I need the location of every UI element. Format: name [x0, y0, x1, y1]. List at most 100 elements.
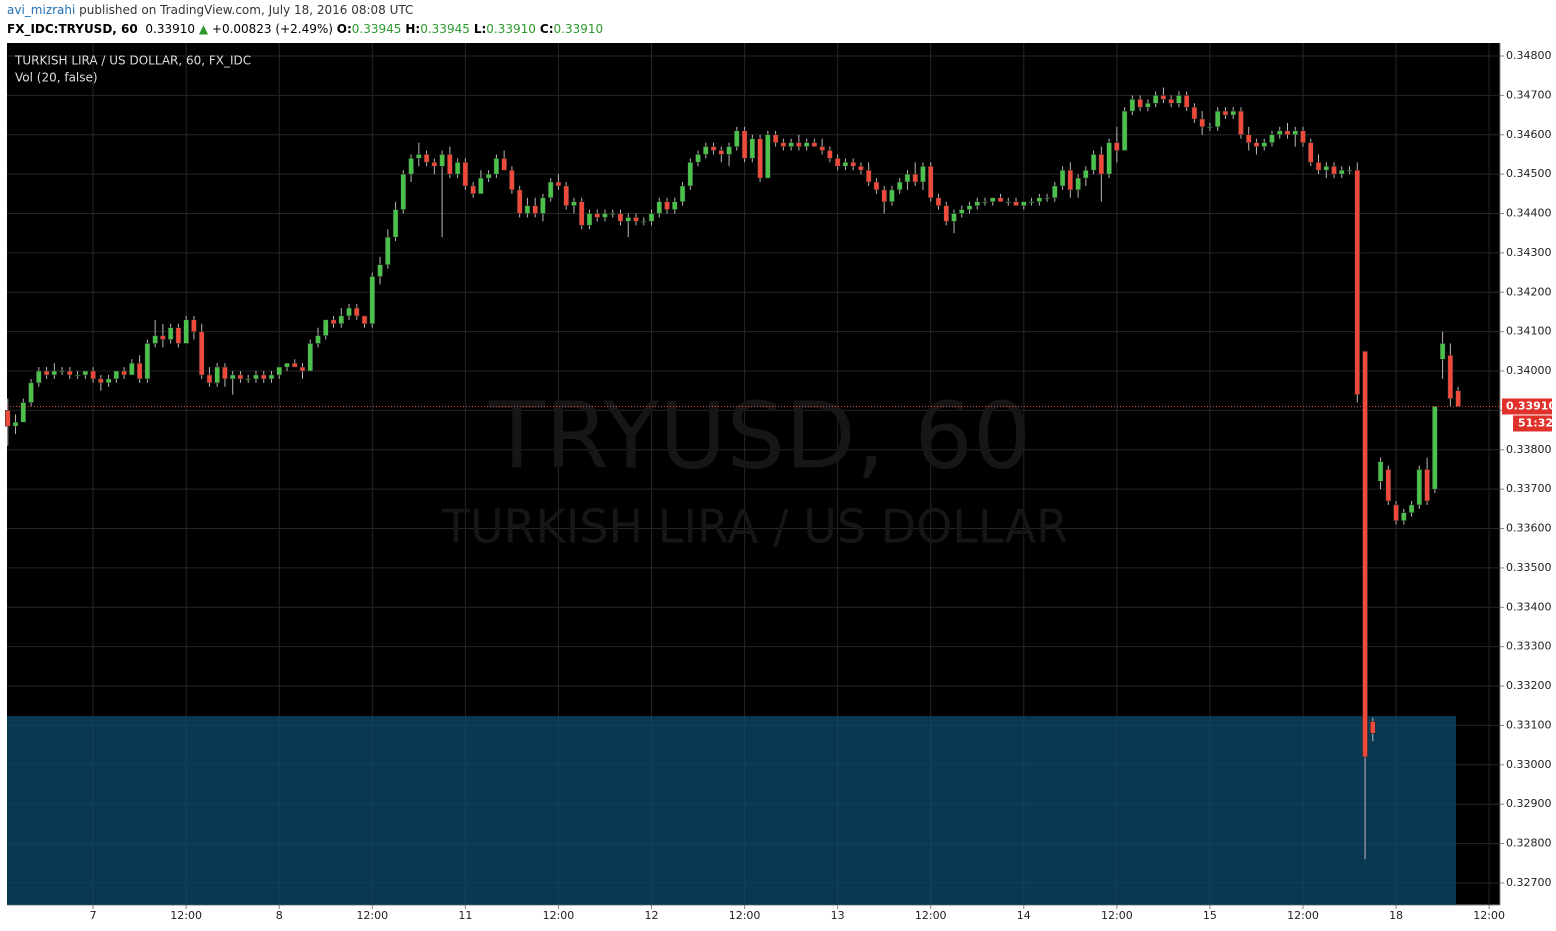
candle-body [400, 173, 407, 210]
candle-body [788, 142, 794, 147]
candle-body [1346, 169, 1353, 172]
candle-body [1323, 166, 1330, 171]
author[interactable]: avi_mizrahi [7, 3, 76, 17]
candle-body [1238, 110, 1244, 136]
candle-body [532, 205, 538, 214]
candle-body [1176, 95, 1182, 104]
candle-body [1145, 102, 1151, 108]
y-tick-label: 0.34100 [1506, 325, 1552, 338]
watermark-symbol: TRYUSD, 60 [488, 382, 1032, 489]
candle-body [927, 166, 934, 199]
candle-body [1121, 110, 1128, 151]
y-tick-label: 0.34600 [1506, 128, 1552, 141]
y-tick-label: 0.32900 [1506, 797, 1552, 810]
candle-body [1106, 142, 1112, 175]
volume-area [7, 716, 1456, 905]
candle-body [811, 142, 818, 147]
candle-body [578, 201, 585, 226]
candle-body [423, 154, 430, 163]
candle-body [1424, 469, 1430, 502]
candle-body [540, 197, 546, 214]
y-tick-label: 0.34400 [1506, 207, 1552, 220]
candle-body [354, 307, 360, 317]
candle-body [1261, 142, 1267, 147]
candle-body [842, 162, 849, 167]
candle-body [982, 201, 988, 203]
candle-body [12, 421, 19, 427]
candle-body [1447, 355, 1454, 399]
candle-body [1230, 110, 1236, 116]
candle-body [734, 130, 740, 147]
candle-body [726, 146, 732, 155]
candle-body [90, 370, 96, 380]
candle-body [113, 370, 120, 380]
candle-body [586, 213, 593, 226]
candle-body [1090, 154, 1097, 171]
candle-body [865, 169, 872, 183]
candle-body [323, 319, 329, 336]
x-tick-label: 15 [1203, 909, 1217, 922]
candle-body [439, 154, 445, 167]
candle-body [997, 197, 1004, 202]
candle-body [222, 366, 228, 380]
candle-body [291, 362, 298, 368]
candle-body [214, 366, 220, 384]
chart-title: TURKISH LIRA / US DOLLAR, 60, FX_IDC [14, 54, 251, 68]
candle-body [966, 205, 973, 210]
candle-body [858, 166, 864, 171]
candle-body [1416, 469, 1423, 506]
watermark-name: TURKISH LIRA / US DOLLAR [441, 500, 1068, 554]
candle-body [1021, 201, 1027, 206]
candle-body [1005, 201, 1012, 203]
candle-body [1160, 95, 1167, 100]
candle-body [772, 134, 779, 143]
candle-body [470, 185, 476, 195]
candle-body [447, 154, 453, 175]
candle-body [43, 370, 50, 376]
y-tick-label: 0.33200 [1506, 679, 1552, 692]
candle-body [664, 201, 670, 210]
candle-body [51, 370, 58, 376]
candle-body [462, 162, 469, 187]
candle-body [28, 382, 34, 403]
last-price-label: 0.33910 [1506, 399, 1556, 412]
candle-body [896, 181, 903, 191]
candle-body [1214, 110, 1221, 128]
candle-body [191, 319, 197, 332]
y-tick-label: 0.33500 [1506, 561, 1552, 574]
x-tick-label: 12 [645, 909, 659, 922]
x-tick-label: 12:00 [170, 909, 202, 922]
x-tick-label: 7 [90, 909, 97, 922]
candle-body [827, 150, 833, 159]
candle-body [67, 370, 73, 376]
candle-body [633, 217, 639, 222]
candle-body [648, 213, 655, 222]
candle-body [1075, 177, 1081, 191]
publish-line: avi_mizrahi published on TradingView.com… [7, 3, 413, 17]
candle-body [152, 335, 158, 344]
indicator-label: Vol (20, false) [15, 71, 98, 85]
ohlc-key: O: [336, 22, 352, 36]
candle-body [710, 146, 717, 151]
candle-body [1114, 142, 1120, 151]
candle-body [315, 335, 321, 344]
ohlc-value: 0.33910 [486, 22, 536, 36]
candle-body [617, 213, 624, 222]
candle-body [493, 158, 500, 175]
y-tick-label: 0.34800 [1506, 49, 1552, 62]
x-tick-label: 12:00 [1473, 909, 1505, 922]
y-tick-label: 0.33800 [1506, 443, 1552, 456]
candle-body [1083, 169, 1089, 179]
candle-body [1052, 185, 1058, 199]
candle-body [36, 370, 42, 384]
candle-body [741, 130, 748, 159]
candle-body [229, 374, 236, 380]
candle-body [1284, 130, 1291, 136]
candle-body [307, 343, 314, 372]
y-tick-label: 0.33400 [1506, 600, 1552, 613]
candle-body [408, 158, 414, 175]
candle-body [1354, 169, 1361, 395]
candle-body [703, 146, 709, 155]
candle-body [563, 185, 569, 206]
candle-body [105, 378, 112, 384]
